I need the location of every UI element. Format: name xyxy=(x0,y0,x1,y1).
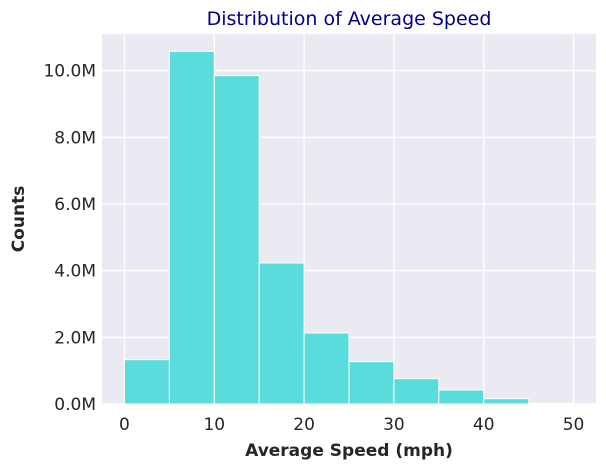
y-tick-label-4: 8.0M xyxy=(54,128,96,148)
x-axis-label: Average Speed (mph) xyxy=(245,441,453,461)
histogram-bar-2 xyxy=(213,75,260,405)
y-tick-label-1: 2.0M xyxy=(54,328,96,348)
y-tick-label-3: 6.0M xyxy=(54,195,96,215)
histogram-bar-8 xyxy=(483,398,530,405)
x-tick-label-3: 30 xyxy=(383,415,405,435)
y-tick-label-5: 10.0M xyxy=(43,62,96,82)
histogram-bar-3 xyxy=(258,262,305,405)
histogram-bar-6 xyxy=(393,378,440,405)
histogram-bar-9 xyxy=(528,402,575,405)
x-tick-label-2: 20 xyxy=(293,415,315,435)
x-tick-labels: 0 10 20 30 40 50 xyxy=(119,415,584,435)
x-tick-label-5: 50 xyxy=(563,415,585,435)
bars xyxy=(123,50,575,405)
histogram-bar-0 xyxy=(123,359,170,405)
histogram-bar-4 xyxy=(303,332,350,405)
histogram-bar-7 xyxy=(438,389,485,405)
y-tick-labels: 0.0M 2.0M 4.0M 6.0M 8.0M 10.0M xyxy=(43,62,96,415)
histogram-bar-1 xyxy=(168,50,215,405)
x-tick-label-0: 0 xyxy=(119,415,130,435)
chart-title: Distribution of Average Speed xyxy=(207,8,492,30)
y-axis-label: Counts xyxy=(9,186,29,253)
histogram-bar-5 xyxy=(348,361,395,405)
y-tick-label-2: 4.0M xyxy=(54,262,96,282)
y-tick-label-0: 0.0M xyxy=(54,395,96,415)
x-tick-label-4: 40 xyxy=(473,415,495,435)
x-tick-label-1: 10 xyxy=(203,415,225,435)
